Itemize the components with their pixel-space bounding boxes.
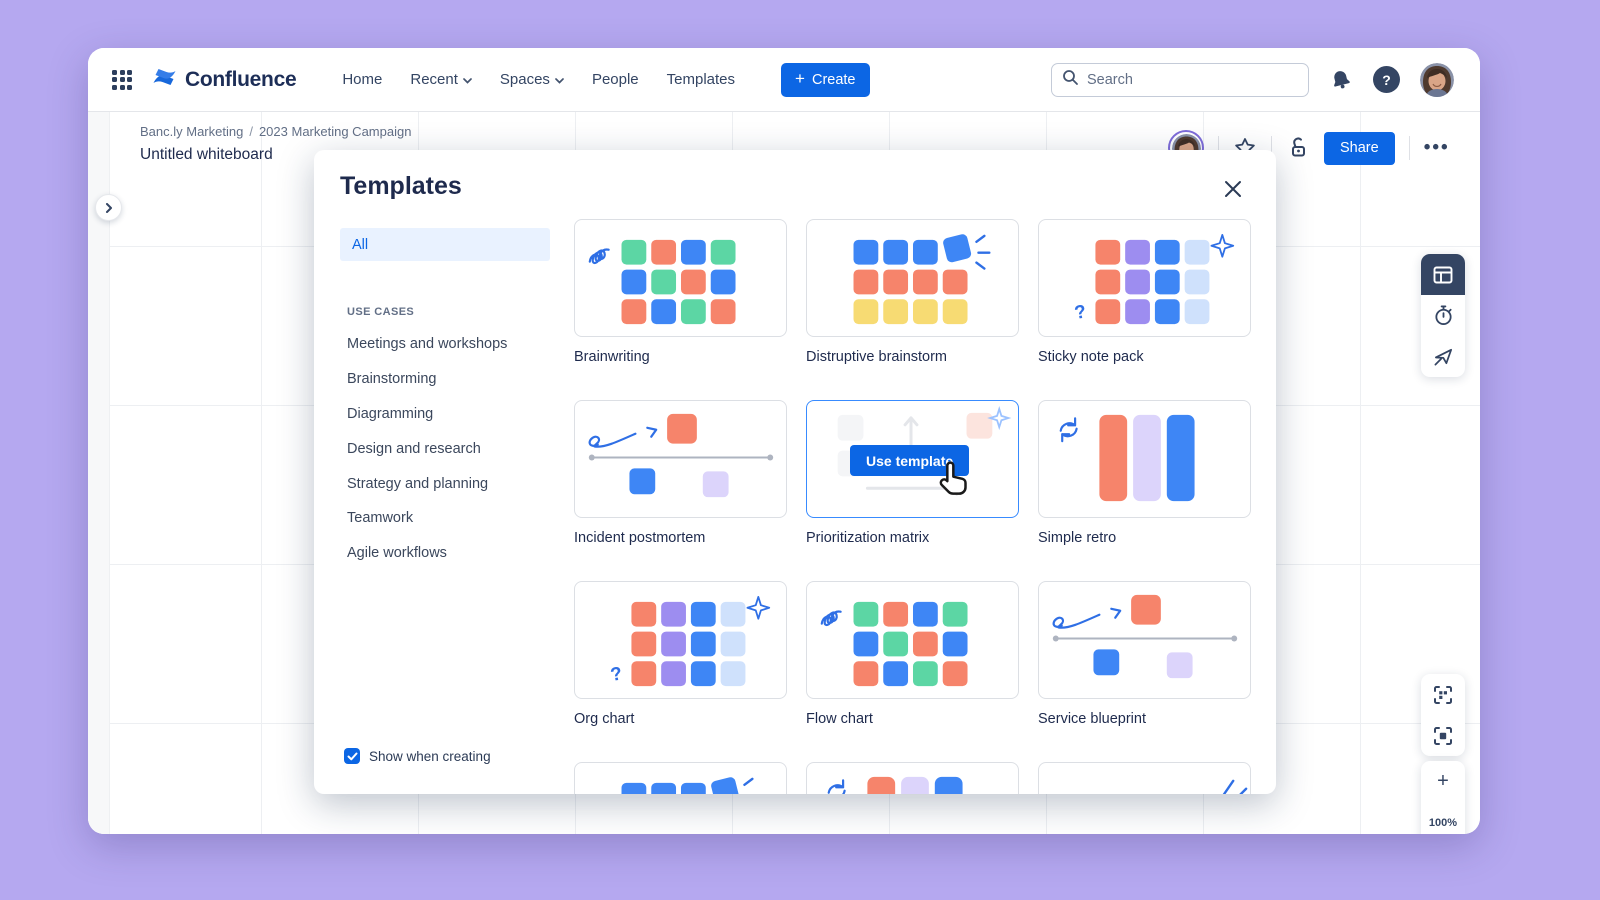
zoom-controls: + 100% − [1421, 761, 1465, 834]
show-when-creating-row[interactable]: Show when creating [344, 748, 491, 764]
use-cases-list: Meetings and workshops Brainstorming Diagr… [340, 327, 550, 571]
template-card-org-chart[interactable]: ? [574, 581, 787, 699]
divider [1271, 136, 1272, 160]
breadcrumb-space[interactable]: Banc.ly Marketing [140, 124, 244, 139]
breadcrumb-page[interactable]: 2023 Marketing Campaign [258, 124, 412, 139]
template-card-simple-retro[interactable] [1038, 400, 1251, 518]
template-card-partial[interactable] [806, 762, 1019, 794]
template-card-label: Prioritization matrix [806, 530, 930, 546]
template-card-flow-chart[interactable] [806, 581, 1019, 699]
template-card-label: Distruptive brainstorm [806, 349, 948, 365]
sidebar-item-brainstorming[interactable]: Brainstorming [347, 371, 437, 388]
modal-sidebar: All USE CASES Meetings and workshops Brai… [340, 228, 550, 571]
sidebar-item-agile-workflows[interactable]: Agile workflows [347, 545, 447, 562]
use-cases-heading: USE CASES [347, 306, 415, 318]
confluence-window: Confluence Home Recent Spaces People Templat… [88, 48, 1480, 834]
show-when-creating-label: Show when creating [369, 748, 491, 764]
zoom-to-fit-icon[interactable] [1421, 674, 1465, 715]
hand-cursor-icon [935, 458, 975, 498]
modal-title: Templates [340, 172, 462, 200]
templates-panel-icon[interactable] [1421, 254, 1465, 295]
sidebar-item-all[interactable]: All [340, 228, 550, 261]
chevron-down-icon [555, 71, 564, 88]
template-card-sticky-note-pack[interactable]: ? [1038, 219, 1251, 337]
template-card-label: Flow chart [806, 711, 873, 727]
app-switcher-icon[interactable] [112, 69, 132, 90]
search-input[interactable] [1051, 62, 1309, 97]
template-card-service-blueprint[interactable] [1038, 581, 1251, 699]
template-thumbnail [588, 239, 736, 325]
view-controls [1421, 674, 1465, 756]
unlock-icon[interactable] [1286, 136, 1310, 160]
svg-text:?: ? [609, 662, 624, 685]
sidebar-item-teamwork[interactable]: Teamwork [347, 510, 414, 527]
breadcrumb-separator: / [249, 124, 253, 139]
right-toolbar [1421, 254, 1465, 377]
page-title[interactable]: Untitled whiteboard [140, 146, 273, 163]
sidebar-item-design-and-research[interactable]: Design and research [347, 440, 481, 457]
search-icon [1062, 69, 1079, 91]
zoom-level: 100% [1428, 816, 1458, 829]
nav-item-home[interactable]: Home [342, 71, 383, 88]
top-navbar: Confluence Home Recent Spaces People Templat… [88, 48, 1480, 112]
template-thumbnail: ? [1073, 233, 1235, 325]
sidebar-item-meetings-and-workshops[interactable]: Meetings and workshops [347, 336, 508, 353]
chevron-down-icon [463, 71, 472, 88]
timer-icon[interactable] [1421, 295, 1465, 336]
share-button[interactable]: Share [1324, 131, 1395, 165]
help-icon[interactable]: ? [1373, 66, 1400, 93]
user-avatar[interactable] [1420, 62, 1454, 97]
nav-item-spaces[interactable]: Spaces [500, 71, 564, 88]
template-thumbnail [588, 413, 774, 498]
laser-pointer-icon[interactable] [1421, 336, 1465, 377]
product-name: Confluence [185, 67, 297, 91]
template-card-partial[interactable] [1038, 762, 1251, 794]
zoom-in-button[interactable]: + [1437, 770, 1449, 792]
sidebar-item-diagramming[interactable]: Diagramming [347, 405, 434, 422]
template-thumbnail [827, 776, 963, 794]
template-card-distruptive-brainstorm[interactable] [806, 219, 1019, 337]
svg-text:?: ? [1073, 300, 1088, 323]
template-thumbnail [1059, 414, 1195, 502]
template-card-partial[interactable] [574, 762, 787, 794]
sidebar-expand-button[interactable] [95, 194, 122, 221]
confluence-logo[interactable]: Confluence [152, 66, 297, 93]
zoom-to-selection-icon[interactable] [1421, 715, 1465, 756]
divider [1408, 136, 1410, 160]
template-thumbnail [820, 601, 968, 687]
notifications-bell-icon[interactable] [1329, 68, 1353, 92]
template-card-label: Service blueprint [1038, 711, 1146, 727]
close-icon[interactable] [1220, 176, 1246, 202]
nav-item-recent[interactable]: Recent [410, 71, 472, 88]
template-thumbnail [1052, 594, 1238, 679]
checkbox-checked-icon[interactable] [344, 748, 360, 764]
template-card-brainwriting[interactable] [574, 219, 787, 337]
more-options-icon[interactable]: ••• [1423, 137, 1450, 158]
divider [1218, 136, 1219, 160]
template-thumbnail: ? [609, 595, 771, 687]
template-card-label: Sticky note pack [1038, 349, 1144, 365]
templates-modal: Templates All USE CASES Meetings and wor… [314, 150, 1276, 794]
template-thumbnail [1222, 779, 1248, 794]
breadcrumb: Banc.ly Marketing / 2023 Marketing Campa… [140, 124, 411, 139]
template-card-label: Brainwriting [574, 349, 650, 365]
nav-item-templates[interactable]: Templates [666, 71, 736, 88]
template-thumbnail [853, 234, 991, 325]
template-card-grid: Brainwriting Distruptive brainstorm? Stick… [574, 219, 1276, 794]
template-card-label: Org chart [574, 711, 635, 727]
template-thumbnail [621, 777, 754, 794]
template-card-label: Incident postmortem [574, 530, 706, 546]
left-panel-strip [88, 112, 110, 834]
plus-icon: + [795, 69, 805, 88]
sidebar-item-strategy-and-planning[interactable]: Strategy and planning [347, 475, 489, 492]
create-button[interactable]: + Create [781, 62, 870, 97]
template-card-label: Simple retro [1038, 530, 1117, 546]
confluence-logo-icon [152, 66, 177, 93]
template-card-incident-postmortem[interactable] [574, 400, 787, 518]
use-template-button[interactable]: Use template [850, 445, 970, 476]
nav-item-people[interactable]: People [591, 71, 639, 88]
template-card-prioritization-matrix[interactable]: Use template [806, 400, 1019, 518]
nav-links: Home Recent Spaces People Templates [342, 71, 735, 88]
